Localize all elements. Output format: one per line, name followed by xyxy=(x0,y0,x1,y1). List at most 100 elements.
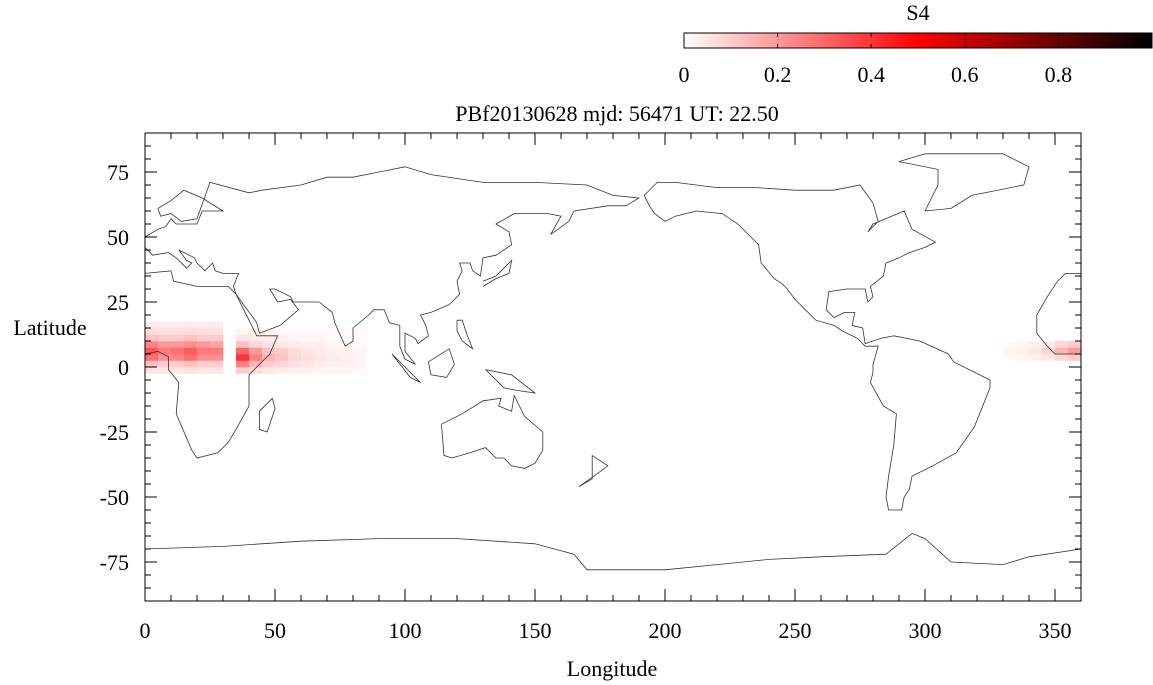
heatmap-cell xyxy=(145,321,159,329)
heatmap-cell xyxy=(301,347,315,355)
heatmap-cell xyxy=(1016,354,1030,361)
heatmap-cell xyxy=(327,360,341,368)
x-tick-label: 0 xyxy=(140,618,151,643)
x-tick-label: 250 xyxy=(779,618,812,643)
heatmap-cell xyxy=(301,334,315,342)
heatmap-cell xyxy=(275,334,289,342)
heatmap-cell xyxy=(210,354,224,361)
heatmap-cell xyxy=(145,354,159,361)
heatmap-cell xyxy=(288,328,302,335)
x-axis-label: Longitude xyxy=(567,656,657,681)
heatmap-cell xyxy=(314,360,328,368)
heatmap-cell xyxy=(314,334,328,342)
heatmap-cell xyxy=(1029,354,1043,361)
colorbar-tick-label: 0.6 xyxy=(951,62,979,87)
heatmap-cell xyxy=(327,334,341,342)
heatmap-cell xyxy=(236,367,250,374)
x-tick-label: 350 xyxy=(1039,618,1072,643)
heatmap-cell xyxy=(210,334,224,342)
heatmap-cell xyxy=(171,321,185,329)
heatmap-cell xyxy=(288,354,302,361)
coastline xyxy=(258,397,276,433)
heatmap-cell xyxy=(340,360,354,368)
heatmap-cell xyxy=(184,360,198,368)
coastlines xyxy=(145,153,1081,571)
heatmap-cell xyxy=(1055,347,1069,355)
heatmap-cell xyxy=(197,328,211,335)
heatmap-cell xyxy=(301,354,315,361)
heatmap-cell xyxy=(236,354,250,361)
heatmap-cell xyxy=(301,341,315,348)
heatmap-cell xyxy=(340,347,354,355)
coastline xyxy=(1036,272,1081,355)
heatmap-cell xyxy=(1003,354,1017,361)
coastline xyxy=(145,532,1081,571)
heatmap-cell xyxy=(171,367,185,374)
heatmap-cell xyxy=(184,334,198,342)
heatmap-cell xyxy=(275,354,289,361)
coastline xyxy=(643,181,991,511)
x-tick-label: 50 xyxy=(264,618,286,643)
heatmap-cell xyxy=(145,347,159,355)
y-tick-label: 75 xyxy=(107,160,129,185)
heatmap-cell xyxy=(1029,347,1043,355)
heatmap-cell xyxy=(171,334,185,342)
heatmap-cell xyxy=(288,347,302,355)
heatmap-cell xyxy=(184,367,198,374)
heatmap-cell xyxy=(301,367,315,374)
heatmap-cell xyxy=(158,341,172,348)
heatmap-cell xyxy=(262,328,276,335)
heatmap-cell xyxy=(171,360,185,368)
coastline xyxy=(145,166,641,365)
heatmap-cell xyxy=(262,341,276,348)
heatmap-cell xyxy=(301,328,315,335)
heatmap-cell xyxy=(327,367,341,374)
heatmap-cell xyxy=(340,334,354,342)
heatmap-cell xyxy=(197,341,211,348)
heatmap-cell xyxy=(158,334,172,342)
heatmap-cell xyxy=(353,367,367,374)
heatmap-cell xyxy=(210,347,224,355)
chart-title: PBf20130628 mjd: 56471 UT: 22.50 xyxy=(455,101,778,126)
heatmap-cell xyxy=(197,354,211,361)
coastline xyxy=(898,153,1030,212)
heatmap-cell xyxy=(353,341,367,348)
heatmap-cell xyxy=(184,354,198,361)
heatmap-cell xyxy=(1042,354,1056,361)
heatmap-cell xyxy=(262,360,276,368)
heatmap-cell xyxy=(197,321,211,329)
heatmap-cell xyxy=(314,367,328,374)
heatmap-cell xyxy=(314,328,328,335)
x-tick-label: 200 xyxy=(649,618,682,643)
heatmap-cell xyxy=(249,341,263,348)
heatmap-cell xyxy=(210,321,224,329)
heatmap-cell xyxy=(210,341,224,348)
heatmap-cell xyxy=(340,328,354,335)
heatmap-cell xyxy=(158,347,172,355)
heatmap-cell xyxy=(249,360,263,368)
heatmap-cell xyxy=(210,328,224,335)
heatmap-cell xyxy=(1029,341,1043,348)
heatmap-cell xyxy=(171,347,185,355)
heatmap-cell xyxy=(236,328,250,335)
y-tick-label: 50 xyxy=(107,225,129,250)
heatmap-cell xyxy=(1068,354,1081,361)
heatmap-cell xyxy=(327,341,341,348)
heatmap-cell xyxy=(288,334,302,342)
heatmap-cell xyxy=(288,341,302,348)
heatmap-cell xyxy=(210,360,224,368)
colorbar-tick-label: 0 xyxy=(679,62,690,87)
heatmap-cell xyxy=(158,367,172,374)
heatmap-cell xyxy=(249,347,263,355)
y-tick-label: -75 xyxy=(100,550,129,575)
heatmap-cell xyxy=(288,360,302,368)
colorbar: S4 0 0.2 0.4 0.6 0.8 xyxy=(679,0,1153,87)
heatmap-cell xyxy=(171,328,185,335)
x-tick-label: 150 xyxy=(519,618,552,643)
heatmap-cell xyxy=(197,334,211,342)
heatmap-cell xyxy=(145,367,159,374)
heatmap-cell xyxy=(275,328,289,335)
heatmap-cell xyxy=(249,367,263,374)
heatmap-cell xyxy=(158,354,172,361)
heatmap-cell xyxy=(262,334,276,342)
